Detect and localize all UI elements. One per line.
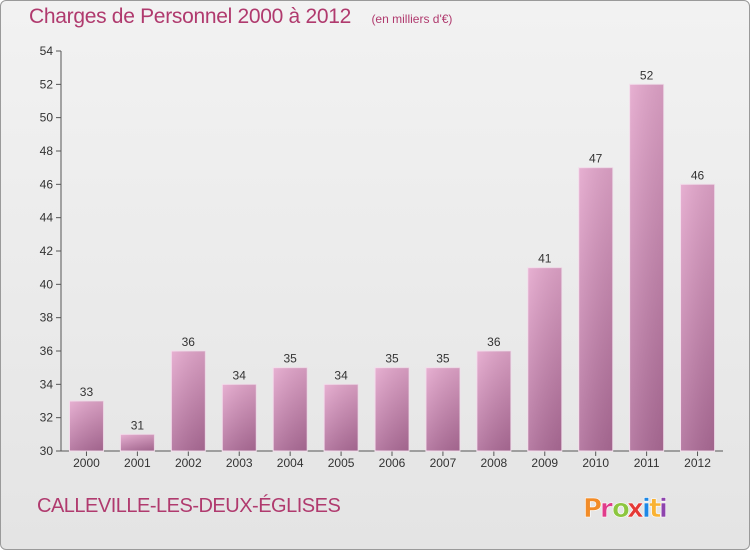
- bar-shade: [375, 367, 409, 451]
- title-row: Charges de Personnel 2000 à 2012 (en mil…: [29, 5, 452, 29]
- y-tick-label: 34: [40, 377, 54, 391]
- x-tick-label: 2003: [226, 456, 253, 470]
- x-tick-label: 2010: [582, 456, 609, 470]
- x-tick-label: 2001: [124, 456, 151, 470]
- y-tick-label: 40: [40, 277, 54, 291]
- x-tick-label: 2005: [328, 456, 355, 470]
- logo-letter: i: [642, 494, 651, 524]
- x-axis: 2000 2001 2002 2003 2004 2005 2006 2007 2008 2009…: [61, 450, 723, 470]
- bar-value-label: 36: [487, 335, 501, 349]
- y-tick-label: 52: [40, 77, 54, 91]
- x-tick-label: 2012: [684, 456, 711, 470]
- y-axis: 30 32 34 36 38 40 42 44 46 48 50 52 54: [40, 44, 62, 458]
- bar-shade: [629, 84, 664, 451]
- bar-shade: [69, 401, 104, 451]
- bar-value-label: 46: [691, 168, 705, 182]
- x-tick-label: 2000: [73, 456, 100, 470]
- bar-shade: [273, 367, 308, 451]
- bar-value-label: 47: [589, 152, 603, 166]
- y-tick-label: 44: [40, 211, 54, 225]
- x-tick-label: 2004: [277, 456, 304, 470]
- bar-value-label: 35: [436, 352, 450, 366]
- bar-value-label: 34: [334, 368, 348, 382]
- chart-title: Charges de Personnel 2000 à 2012: [29, 5, 351, 28]
- bar-shade: [578, 167, 613, 451]
- x-tick-label: 2011: [634, 456, 660, 470]
- bar-labels: 33 31 36 34 35 34 35 35 36 41 47 52 46: [80, 68, 705, 432]
- y-tick-label: 42: [40, 244, 54, 258]
- commune-name: CALLEVILLE-LES-DEUX-ÉGLISES: [37, 495, 341, 517]
- logo-letter: x: [627, 494, 644, 524]
- bar-shade: [120, 434, 155, 451]
- bar-shade: [527, 267, 562, 451]
- y-tick-label: 46: [40, 177, 54, 191]
- logo-letter: r: [600, 494, 613, 524]
- bar-shade: [324, 384, 359, 451]
- chart-subtitle: (en milliers d'€): [371, 12, 453, 26]
- bar-value-label: 33: [80, 385, 94, 399]
- bar-value-label: 31: [131, 418, 145, 432]
- bar-value-label: 35: [385, 352, 399, 366]
- y-tick-label: 36: [40, 344, 54, 358]
- y-tick-label: 48: [40, 144, 54, 158]
- bar-shade: [476, 351, 511, 451]
- logo-letter: i: [659, 494, 668, 524]
- bar-shade: [222, 384, 257, 451]
- bar-value-label: 34: [233, 368, 247, 382]
- x-tick-label: 2006: [379, 456, 406, 470]
- bar-shade: [171, 351, 206, 451]
- logo-letter: P: [583, 494, 602, 524]
- bar-value-label: 35: [283, 352, 297, 366]
- x-tick-label: 2008: [480, 456, 507, 470]
- bar-value-label: 52: [640, 68, 654, 82]
- bars: [68, 83, 716, 452]
- logo-letter: o: [612, 494, 630, 524]
- y-tick-label: 32: [40, 411, 54, 425]
- bar-value-label: 36: [182, 335, 196, 349]
- y-tick-label: 50: [40, 111, 54, 125]
- x-tick-label: 2009: [531, 456, 558, 470]
- x-tick-label: 2002: [175, 456, 202, 470]
- x-tick-label: 2007: [430, 456, 457, 470]
- y-tick-label: 54: [40, 44, 54, 58]
- y-tick-label: 38: [40, 311, 54, 325]
- bar-shade: [680, 184, 715, 452]
- logo-letter: t: [649, 494, 661, 524]
- bar-shade: [425, 367, 460, 451]
- bar-value-label: 41: [538, 252, 552, 266]
- y-tick-label: 30: [40, 444, 54, 458]
